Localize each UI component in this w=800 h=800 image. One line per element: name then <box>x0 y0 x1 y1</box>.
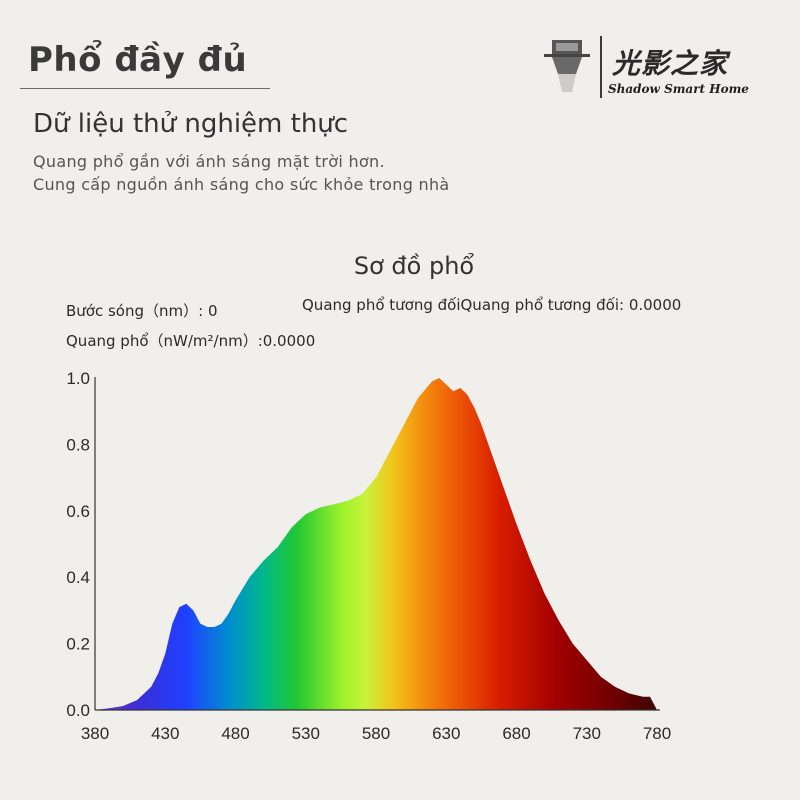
logo-chinese-text: 光影之家 <box>612 47 729 80</box>
x-tick-label: 680 <box>502 724 530 743</box>
y-tick-label: 0.4 <box>66 568 90 587</box>
spectrum-area <box>95 378 657 710</box>
section-subtitle: Dữ liệu thử nghiệm thực <box>33 109 349 139</box>
lamp-icon <box>544 40 590 92</box>
wavelength-readout: Bước sóng（nm）: 0 <box>66 302 218 320</box>
relative-spectrum-readout: Quang phổ tương đốiQuang phổ tương đối: … <box>302 296 682 314</box>
x-tick-label: 730 <box>573 724 601 743</box>
logo-divider <box>600 36 602 98</box>
y-tick-label: 1.0 <box>66 369 90 388</box>
x-tick-label: 530 <box>292 724 320 743</box>
y-tick-label: 0.2 <box>66 635 90 654</box>
x-tick-label: 630 <box>432 724 460 743</box>
y-tick-label: 0.8 <box>66 435 90 454</box>
x-tick-label: 430 <box>151 724 179 743</box>
x-tick-label: 480 <box>221 724 249 743</box>
x-tick-label: 580 <box>362 724 390 743</box>
heading-underline <box>20 88 270 89</box>
spectrum-readout: Quang phổ（nW/m²/nm）:0.0000 <box>66 332 316 350</box>
logo-english-text: Shadow Smart Home <box>608 82 749 96</box>
y-tick-label: 0.0 <box>66 701 90 720</box>
description-line-2: Cung cấp nguồn ánh sáng cho sức khỏe tro… <box>33 175 450 194</box>
brand-logo <box>544 36 602 98</box>
x-tick-label: 780 <box>643 724 671 743</box>
x-tick-label: 380 <box>81 724 109 743</box>
page-heading: Phổ đầy đủ <box>28 40 248 80</box>
description-line-1: Quang phổ gần với ánh sáng mặt trời hơn. <box>33 152 385 171</box>
chart-title: Sơ đồ phổ <box>353 252 475 280</box>
y-tick-label: 0.6 <box>66 502 90 521</box>
